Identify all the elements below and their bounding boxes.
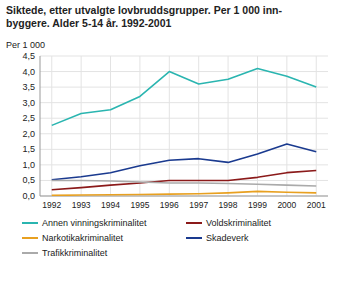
x-grid-line — [198, 56, 199, 196]
y-grid-line — [40, 164, 328, 165]
y-tick-label: 2,0 — [22, 129, 35, 139]
x-tick-label: 2001 — [307, 200, 326, 210]
y-grid-line — [40, 102, 328, 103]
y-tick-label: 1,5 — [22, 144, 35, 154]
x-grid-line — [316, 56, 317, 196]
y-grid-line — [40, 149, 328, 150]
series-line — [52, 191, 316, 195]
legend-swatch — [22, 252, 38, 254]
legend-swatch — [22, 222, 38, 224]
y-grid-line — [40, 56, 328, 57]
y-axis-label: Per 1 000 — [6, 40, 45, 50]
x-tick-label: 1992 — [42, 200, 61, 210]
y-axis-line — [40, 56, 41, 196]
x-grid-line — [257, 56, 258, 196]
y-tick-label: 4,5 — [22, 51, 35, 61]
chart: Siktede, etter utvalgte lovbruddsgrupper… — [0, 0, 340, 300]
y-tick-label: 1,0 — [22, 160, 35, 170]
series-line — [52, 180, 316, 186]
series-line — [52, 144, 316, 180]
y-tick-label: 2,5 — [22, 113, 35, 123]
legend-swatch — [186, 237, 202, 239]
legend-swatch — [22, 237, 38, 239]
x-tick-label: 1993 — [72, 200, 91, 210]
legend-label: Annen vinningskriminalitet — [42, 218, 147, 228]
x-tick-label: 2000 — [277, 200, 296, 210]
x-grid-line — [228, 56, 229, 196]
legend-label: Trafikkriminalitet — [42, 248, 108, 258]
x-tick-label: 1995 — [130, 200, 149, 210]
x-grid-line — [139, 56, 140, 196]
y-tick-label: 4,0 — [22, 67, 35, 77]
legend: Annen vinningskriminalitet Voldskriminali… — [22, 218, 272, 258]
legend-swatch — [186, 222, 202, 224]
x-tick-label: 1994 — [101, 200, 120, 210]
legend-label: Voldskriminalitet — [206, 218, 272, 228]
title: Siktede, etter utvalgte lovbruddsgrupper… — [6, 4, 282, 29]
legend-label: Narkotikakriminalitet — [42, 233, 124, 243]
plot-area — [52, 68, 316, 195]
y-grid-line — [40, 87, 328, 88]
series-line — [52, 68, 316, 125]
x-grid-line — [169, 56, 170, 196]
y-tick-label: 0,0 — [22, 191, 35, 201]
x-grid-line — [110, 56, 111, 196]
x-tick-label: 1997 — [189, 200, 208, 210]
y-tick-label: 3,5 — [22, 82, 35, 92]
y-tick-label: 3,0 — [22, 98, 35, 108]
legend-label: Skadeverk — [206, 233, 249, 243]
y-grid-line — [40, 133, 328, 134]
y-grid-line — [40, 118, 328, 119]
y-grid-line — [40, 71, 328, 72]
grid — [40, 56, 328, 196]
x-tick-label: 1998 — [219, 200, 238, 210]
x-grid-line — [81, 56, 82, 196]
series-line — [52, 170, 316, 189]
x-tick-label: 1996 — [160, 200, 179, 210]
x-tick-label: 1999 — [248, 200, 267, 210]
y-tick-label: 0,5 — [22, 175, 35, 185]
